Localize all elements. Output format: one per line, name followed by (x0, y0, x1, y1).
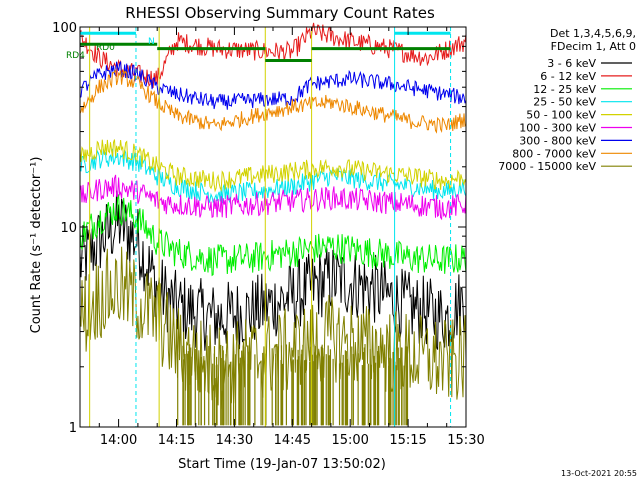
legend-label: 100 - 300 keV (519, 122, 596, 135)
x-tick-label: 14:15 (158, 433, 195, 448)
plot-area: RD0 RD4 N (66, 22, 467, 427)
legend-label: 7000 - 15000 keV (498, 160, 596, 173)
annotation-label: N (148, 37, 155, 47)
series-line (79, 190, 467, 351)
series-line (79, 68, 467, 134)
x-tick-label: 15:30 (447, 433, 484, 448)
legend-header-line: FDecim 1, Att 0 (551, 40, 636, 53)
series-line (79, 174, 467, 221)
chart-title: RHESSI Observing Summary Count Rates (125, 4, 435, 22)
annotation-label: RD0 (96, 43, 115, 53)
y-tick-label: 100 (52, 21, 77, 36)
series-line (79, 194, 467, 277)
x-axis-label: Start Time (19-Jan-07 13:50:02) (178, 457, 386, 472)
series-line (79, 22, 467, 88)
legend-label: 300 - 800 keV (519, 134, 596, 147)
series-line (79, 139, 467, 193)
legend-label: 800 - 7000 keV (512, 147, 596, 160)
x-tick-label: 15:00 (331, 433, 368, 448)
axes: 14:00 14:15 14:30 14:45 15:00 15:15 15:30 1 10 10… (52, 21, 485, 448)
y-tick-label: 1 (69, 421, 77, 436)
x-tick-label: 14:30 (216, 433, 253, 448)
legend-label: 50 - 100 keV (526, 109, 596, 122)
legend-header: Det 1,3,4,5,6,9,FDecim 1, Att 0 (550, 27, 636, 53)
y-axis-label: Count Rate (s⁻¹ detector⁻¹) (29, 157, 44, 334)
series-line (79, 61, 467, 110)
x-tick-label: 15:15 (389, 433, 426, 448)
legend-header-line: Det 1,3,4,5,6,9, (550, 27, 636, 40)
footer-timestamp: 13-Oct-2021 20:55 (561, 469, 637, 478)
legend-label: 25 - 50 keV (533, 96, 596, 109)
annotation-label: RD4 (66, 51, 85, 61)
y-tick-label: 10 (60, 221, 77, 236)
legend-label: 3 - 6 keV (547, 57, 596, 70)
series-line (79, 148, 467, 205)
x-tick-label: 14:45 (274, 433, 311, 448)
legend-label: 12 - 25 keV (533, 83, 596, 96)
legend-label: 6 - 12 keV (540, 70, 596, 83)
x-tick-label: 14:00 (100, 433, 137, 448)
